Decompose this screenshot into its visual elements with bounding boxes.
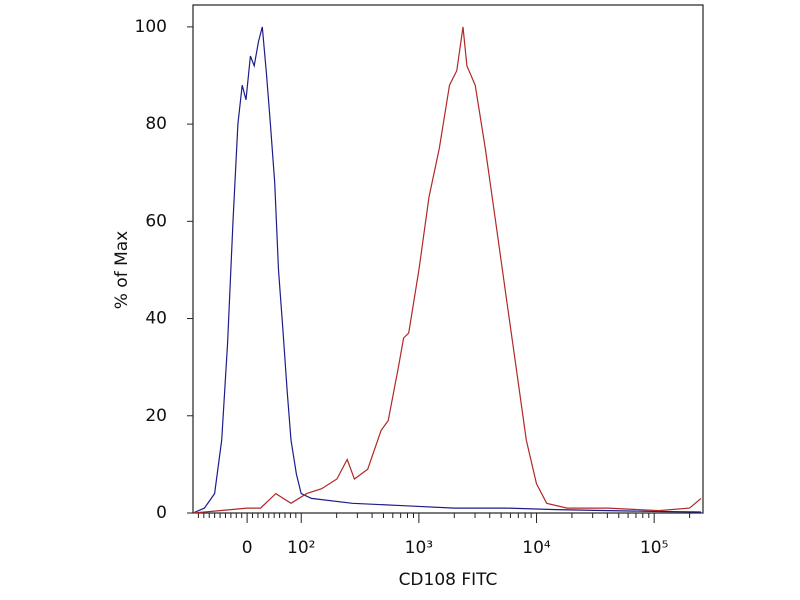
x-tick-label: 10⁵ xyxy=(640,538,668,558)
plot-frame xyxy=(192,4,704,514)
y-tick-label: 40 xyxy=(145,309,167,329)
x-tick-label: 10⁴ xyxy=(522,538,551,558)
y-tick-label: 100 xyxy=(135,17,167,37)
x-tick-label: 10³ xyxy=(405,538,433,558)
y-tick-label: 60 xyxy=(145,211,167,231)
x-axis-label: CD108 FITC xyxy=(399,570,498,590)
y-axis-label: % of Max xyxy=(112,231,132,310)
y-tick-label: 20 xyxy=(145,406,167,426)
x-tick-label: 10² xyxy=(287,538,315,558)
y-tick-label: 80 xyxy=(145,114,167,134)
histogram-line xyxy=(192,26,702,514)
y-tick-label: 0 xyxy=(156,503,167,523)
histogram-line xyxy=(192,26,702,514)
x-tick-label: 0 xyxy=(242,538,253,558)
